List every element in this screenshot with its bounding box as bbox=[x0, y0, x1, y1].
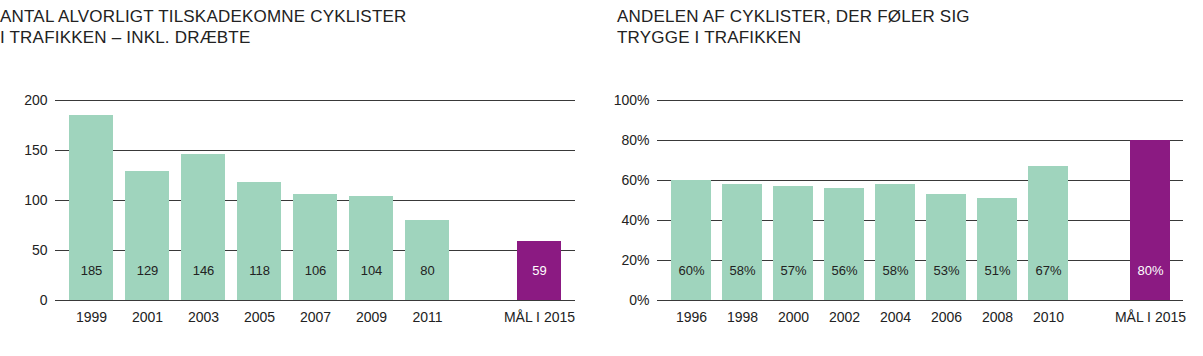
svg-text:2011: 2011 bbox=[412, 309, 442, 325]
svg-text:51%: 51% bbox=[984, 263, 1010, 278]
svg-text:1998: 1998 bbox=[727, 309, 758, 325]
svg-text:2006: 2006 bbox=[931, 309, 962, 325]
svg-text:56%: 56% bbox=[831, 263, 857, 278]
svg-text:50: 50 bbox=[32, 242, 48, 258]
svg-text:2005: 2005 bbox=[244, 309, 275, 325]
svg-text:2010: 2010 bbox=[1033, 309, 1064, 325]
svg-text:146: 146 bbox=[193, 263, 215, 278]
svg-text:2000: 2000 bbox=[778, 309, 809, 325]
svg-text:2002: 2002 bbox=[829, 309, 860, 325]
svg-text:59: 59 bbox=[532, 263, 546, 278]
svg-text:200: 200 bbox=[24, 92, 48, 108]
svg-text:53%: 53% bbox=[933, 263, 959, 278]
svg-text:2001: 2001 bbox=[132, 309, 163, 325]
svg-text:150: 150 bbox=[24, 142, 48, 158]
svg-text:80%: 80% bbox=[1137, 263, 1163, 278]
svg-text:2003: 2003 bbox=[188, 309, 219, 325]
html-text:ANDELEN AF CYKLISTER, DER FØLE: ANDELEN AF CYKLISTER, DER FØLER SIG TRYG… bbox=[617, 7, 970, 47]
svg-text:2008: 2008 bbox=[982, 309, 1013, 325]
svg-text:100%: 100% bbox=[614, 92, 650, 108]
svg-text:80%: 80% bbox=[621, 132, 649, 148]
svg-text:104: 104 bbox=[361, 263, 383, 278]
svg-text:60%: 60% bbox=[678, 263, 704, 278]
svg-text:60%: 60% bbox=[621, 172, 649, 188]
svg-text:2004: 2004 bbox=[880, 309, 911, 325]
svg-text:20%: 20% bbox=[621, 252, 649, 268]
svg-text:106: 106 bbox=[305, 263, 327, 278]
svg-text:40%: 40% bbox=[621, 212, 649, 228]
svg-text:2009: 2009 bbox=[356, 309, 387, 325]
svg-text:0: 0 bbox=[40, 292, 48, 308]
svg-text:0%: 0% bbox=[629, 292, 649, 308]
svg-text:58%: 58% bbox=[882, 263, 908, 278]
svg-text:2007: 2007 bbox=[300, 309, 331, 325]
svg-text:1996: 1996 bbox=[676, 309, 707, 325]
svg-text:129: 129 bbox=[137, 263, 159, 278]
svg-text:MÅL I 2015: MÅL I 2015 bbox=[1115, 309, 1186, 325]
svg-text:118: 118 bbox=[249, 263, 270, 278]
svg-text:100: 100 bbox=[24, 192, 48, 208]
svg-text:67%: 67% bbox=[1035, 263, 1061, 278]
html-text:ANTAL ALVORLIGT TILSKADEKOMNE: ANTAL ALVORLIGT TILSKADEKOMNE CYKLISTER … bbox=[0, 7, 407, 47]
svg-text:80: 80 bbox=[420, 263, 434, 278]
svg-text:185: 185 bbox=[81, 263, 103, 278]
svg-text:MÅL I 2015: MÅL I 2015 bbox=[504, 309, 575, 325]
svg-text:1999: 1999 bbox=[76, 309, 107, 325]
svg-text:58%: 58% bbox=[729, 263, 755, 278]
svg-text:57%: 57% bbox=[780, 263, 806, 278]
